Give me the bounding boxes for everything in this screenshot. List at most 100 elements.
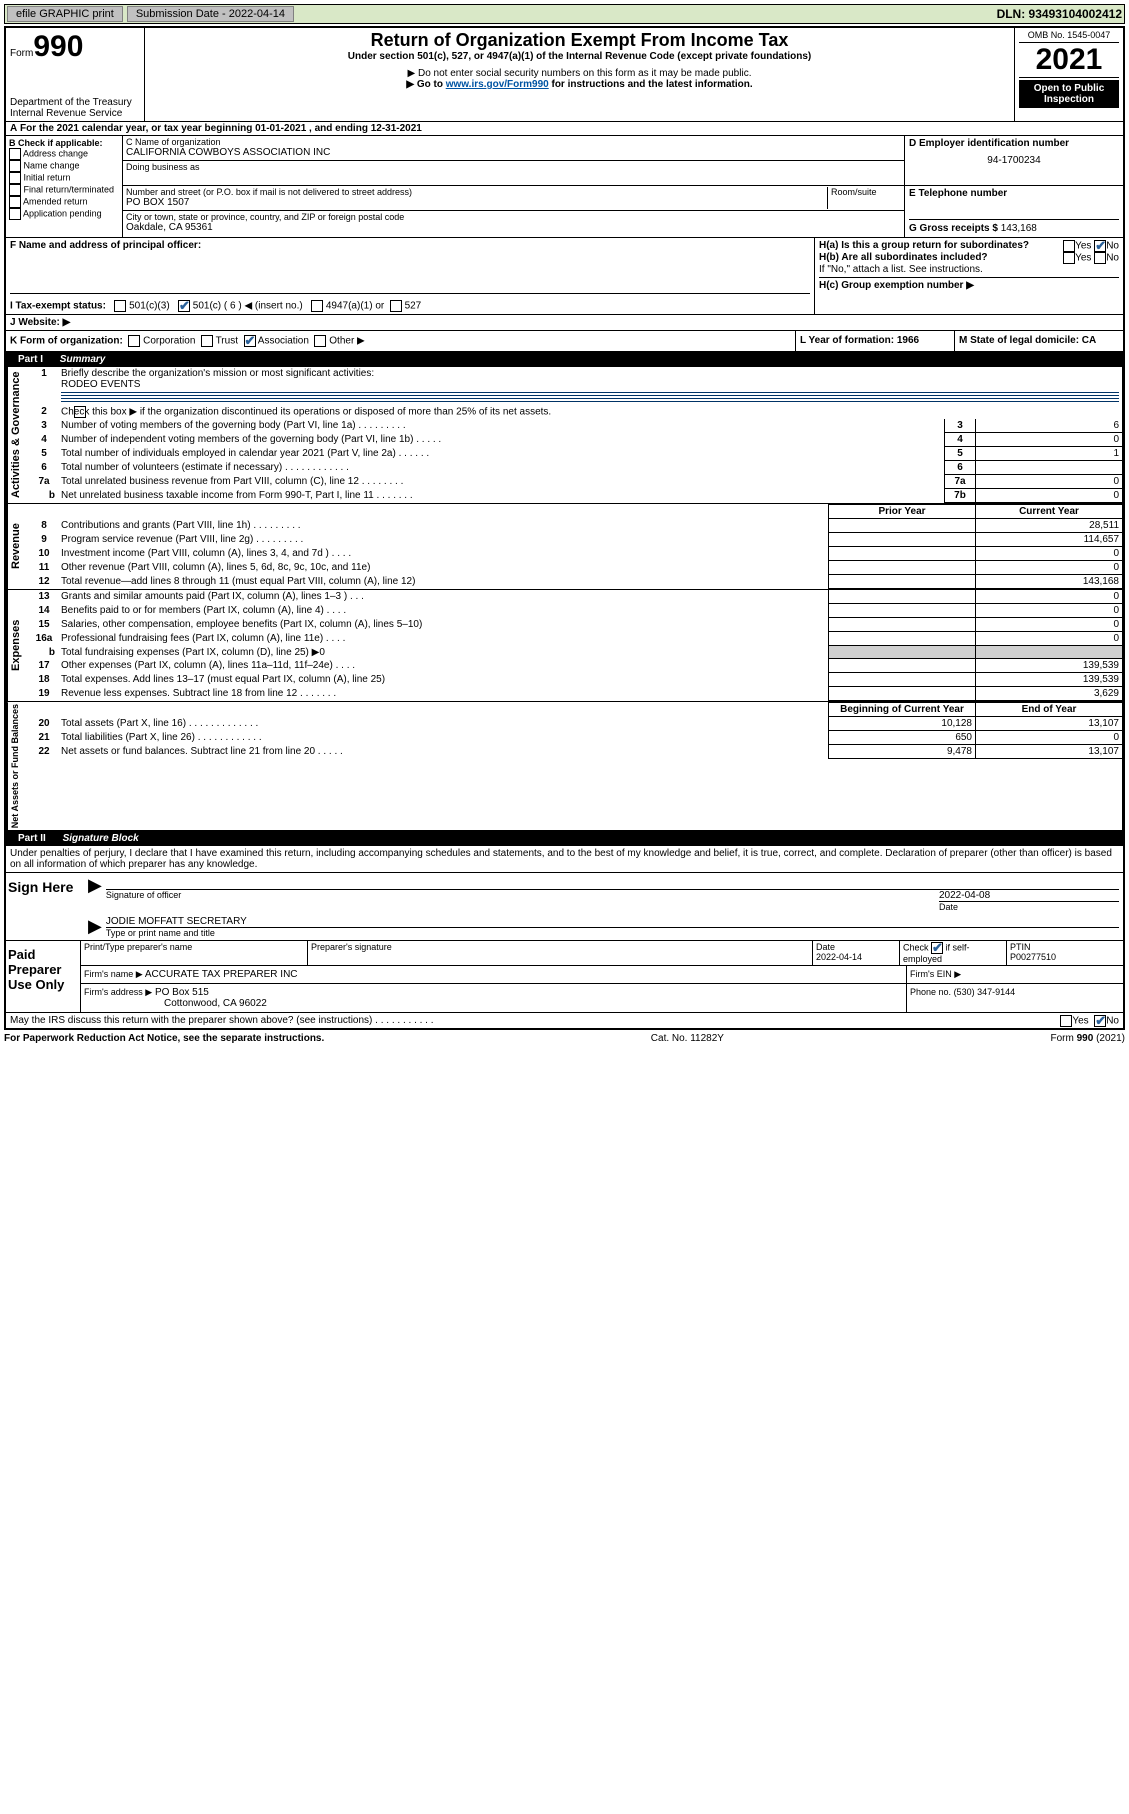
- sig-officer-label: Signature of officer: [106, 890, 939, 901]
- line2-checkbox[interactable]: [74, 406, 86, 418]
- form-word: Form: [10, 48, 33, 59]
- sign-arrow-icon: ▶: [84, 875, 106, 912]
- corp-checkbox[interactable]: [128, 335, 140, 347]
- irs-label: Internal Revenue Service: [10, 108, 140, 119]
- h-a-label: H(a) Is this a group return for subordin…: [819, 240, 1029, 251]
- city-label: City or town, state or province, country…: [126, 212, 901, 222]
- 501c3-checkbox[interactable]: [114, 300, 126, 312]
- line20-value: 13,107: [976, 717, 1123, 731]
- h-c-label: H(c) Group exemption number ▶: [819, 280, 974, 291]
- preparer-date-value: 2022-04-14: [816, 952, 862, 962]
- box-f: F Name and address of principal officer:…: [6, 238, 815, 314]
- footer-cat: Cat. No. 11282Y: [651, 1033, 724, 1044]
- line15-value: 0: [976, 618, 1123, 632]
- box-klm: K Form of organization: Corporation Trus…: [6, 331, 1123, 352]
- box-c-wrap: C Name of organization CALIFORNIA COWBOY…: [123, 136, 1123, 237]
- line4-value: 0: [976, 433, 1123, 447]
- ha-no-checkbox[interactable]: [1094, 240, 1106, 252]
- may-irs-yes-checkbox[interactable]: [1060, 1015, 1072, 1027]
- info-grid: B Check if applicable: Address change Na…: [6, 136, 1123, 238]
- h-b-note: If "No," attach a list. See instructions…: [819, 264, 1119, 275]
- form-note-2: ▶ Go to www.irs.gov/Form990 for instruct…: [151, 79, 1008, 90]
- top-bar: efile GRAPHIC print Submission Date - 20…: [4, 4, 1125, 24]
- line22-value: 13,107: [976, 745, 1123, 759]
- ptin-value: P00277510: [1010, 952, 1056, 962]
- line16a-value: 0: [976, 632, 1123, 646]
- firm-addr1: PO Box 515: [155, 987, 209, 998]
- name-change-checkbox[interactable]: [9, 160, 21, 172]
- part1-header: Part I Summary: [6, 352, 1123, 367]
- form-number: 990: [33, 30, 83, 63]
- addr-change-checkbox[interactable]: [9, 148, 21, 160]
- box-j: J Website: ▶: [6, 315, 1123, 331]
- street-value: PO BOX 1507: [126, 197, 827, 208]
- initial-return-checkbox[interactable]: [9, 172, 21, 184]
- gross-receipts-value: 143,168: [1001, 223, 1037, 234]
- part2-header: Part II Signature Block: [6, 831, 1123, 846]
- trust-checkbox[interactable]: [201, 335, 213, 347]
- line19-value: 3,629: [976, 687, 1123, 701]
- dln-label: DLN: 93493104002412: [997, 7, 1122, 21]
- open-to-public: Open to Public Inspection: [1019, 80, 1119, 108]
- box-d: D Employer identification number 94-1700…: [905, 136, 1123, 185]
- form-footer: For Paperwork Reduction Act Notice, see …: [4, 1030, 1125, 1044]
- line10-value: 0: [976, 547, 1123, 561]
- efile-print-button[interactable]: efile GRAPHIC print: [7, 6, 123, 22]
- line13-value: 0: [976, 590, 1123, 604]
- 527-checkbox[interactable]: [390, 300, 402, 312]
- box-b: B Check if applicable: Address change Na…: [6, 136, 123, 237]
- officer-name-value: JODIE MOFFATT SECRETARY: [106, 916, 1119, 927]
- final-return-checkbox[interactable]: [9, 184, 21, 196]
- hb-no-checkbox[interactable]: [1094, 252, 1106, 264]
- amended-checkbox[interactable]: [9, 196, 21, 208]
- form-header: Form990 Department of the Treasury Inter…: [6, 28, 1123, 122]
- ha-yes-checkbox[interactable]: [1063, 240, 1075, 252]
- current-year-header: Current Year: [976, 505, 1123, 519]
- line22-prior: 9,478: [829, 745, 976, 759]
- sign-arrow-icon-2: ▶: [84, 916, 106, 938]
- self-employed-checkbox[interactable]: [931, 942, 943, 954]
- omb-label: OMB No. 1545-0047: [1019, 30, 1119, 40]
- vert-revenue: Revenue: [7, 504, 30, 589]
- assoc-checkbox[interactable]: [244, 335, 256, 347]
- line9-value: 114,657: [976, 533, 1123, 547]
- line3-value: 6: [976, 419, 1123, 433]
- officer-sub-label: Type or print name and title: [106, 927, 1119, 938]
- box-c-name-label: C Name of organization: [126, 137, 901, 147]
- boy-header: Beginning of Current Year: [829, 703, 976, 717]
- sig-date-value: 2022-04-08: [939, 890, 1119, 901]
- may-irs-no-checkbox[interactable]: [1094, 1015, 1106, 1027]
- form-container: Form990 Department of the Treasury Inter…: [4, 26, 1125, 1030]
- form-title: Return of Organization Exempt From Incom…: [151, 30, 1008, 51]
- box-f-h-row: F Name and address of principal officer:…: [6, 238, 1123, 315]
- vert-net-assets: Net Assets or Fund Balances: [7, 702, 30, 830]
- 4947-checkbox[interactable]: [311, 300, 323, 312]
- room-suite-label: Room/suite: [828, 187, 901, 209]
- box-c-dba-label: Doing business as: [126, 162, 901, 172]
- header-title-area: Return of Organization Exempt From Incom…: [145, 28, 1014, 121]
- line7b-value: 0: [976, 489, 1123, 503]
- part1-governance: Activities & Governance 1 Briefly descri…: [6, 367, 1123, 504]
- line12-value: 143,168: [976, 575, 1123, 589]
- street-label: Number and street (or P.O. box if mail i…: [126, 187, 827, 197]
- sign-here-label: Sign Here: [6, 873, 80, 940]
- city-value: Oakdale, CA 95361: [126, 222, 901, 233]
- app-pending-checkbox[interactable]: [9, 208, 21, 220]
- box-i-label: I Tax-exempt status:: [10, 301, 106, 312]
- line11-value: 0: [976, 561, 1123, 575]
- submission-date-button[interactable]: Submission Date - 2022-04-14: [127, 6, 294, 22]
- box-l: L Year of formation: 1966: [796, 331, 955, 351]
- eoy-header: End of Year: [976, 703, 1123, 717]
- firm-phone: (530) 347-9144: [954, 987, 1016, 997]
- footer-left: For Paperwork Reduction Act Notice, see …: [4, 1033, 324, 1044]
- footer-right: Form 990 (2021): [1051, 1033, 1125, 1044]
- other-checkbox[interactable]: [314, 335, 326, 347]
- firm-addr2: Cottonwood, CA 96022: [164, 998, 267, 1009]
- vert-expenses: Expenses: [7, 590, 30, 701]
- irs-link[interactable]: www.irs.gov/Form990: [446, 79, 549, 90]
- header-right: OMB No. 1545-0047 2021 Open to Public In…: [1014, 28, 1123, 121]
- line8-value: 28,511: [976, 519, 1123, 533]
- hb-yes-checkbox[interactable]: [1063, 252, 1075, 264]
- 501c-checkbox[interactable]: [178, 300, 190, 312]
- treasury-label: Department of the Treasury: [10, 97, 140, 108]
